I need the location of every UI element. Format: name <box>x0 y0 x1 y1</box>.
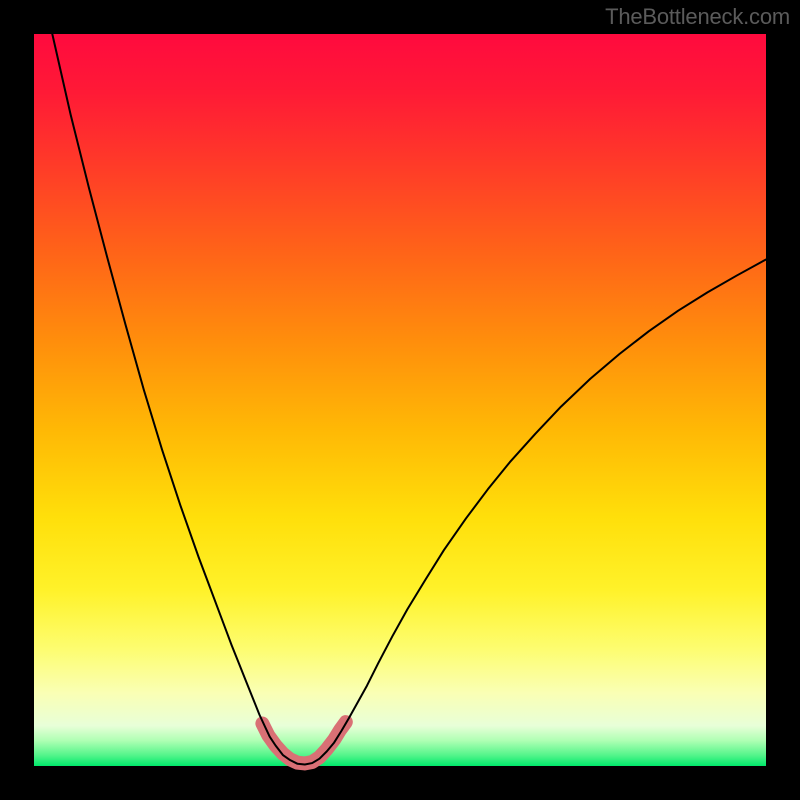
chart-container: TheBottleneck.com <box>0 0 800 800</box>
watermark-text: TheBottleneck.com <box>605 4 790 30</box>
chart-svg <box>0 0 800 800</box>
gradient-background <box>34 34 766 766</box>
